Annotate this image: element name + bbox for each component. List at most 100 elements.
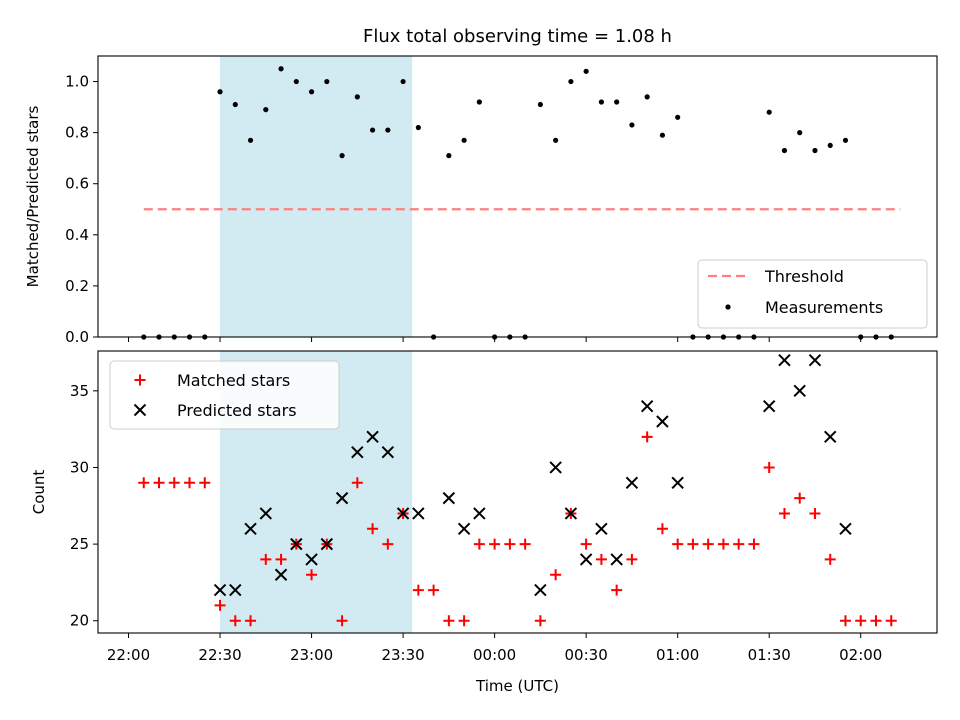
legend-box <box>697 259 928 329</box>
predicted-star-point <box>396 507 410 520</box>
measurement-point <box>446 153 452 159</box>
x-tick-label: 00:00 <box>473 646 516 664</box>
matched-star-point <box>382 538 394 550</box>
measurement-point <box>675 114 681 120</box>
matched-star-point <box>473 538 485 550</box>
matched-star-point <box>763 461 775 473</box>
measurement-point <box>339 153 345 159</box>
measurement-point <box>369 127 376 133</box>
matched-star-point <box>504 538 516 550</box>
predicted-star-point <box>335 491 349 505</box>
predicted-star-point <box>595 522 608 535</box>
legend-label: Threshold <box>764 267 844 286</box>
plot-marks <box>141 66 901 340</box>
measurement-point <box>827 142 833 149</box>
matched-star-point <box>870 615 882 627</box>
matched-star-point <box>748 538 760 550</box>
matched-star-point <box>702 538 714 550</box>
x-tick-label: 01:00 <box>656 646 699 664</box>
matched-star-point <box>412 584 424 596</box>
measurement-point <box>415 124 421 131</box>
measurement-point <box>263 107 269 113</box>
x-tick-label: 00:30 <box>565 646 608 664</box>
measurement-point <box>217 89 223 95</box>
measurement-point <box>659 132 666 138</box>
measurement-point <box>766 109 772 115</box>
predicted-star-point <box>549 461 562 474</box>
measurement-point <box>385 127 391 133</box>
predicted-star-point <box>229 583 242 597</box>
matched-star-point <box>794 492 806 504</box>
matched-star-point <box>656 523 668 535</box>
predicted-star-point <box>366 430 379 444</box>
predicted-star-point <box>259 507 273 520</box>
predicted-star-point <box>564 507 578 520</box>
measurement-point <box>278 66 284 72</box>
y-tick-label: 35 <box>70 382 89 400</box>
matched-star-point <box>458 615 470 627</box>
legend-label: Measurements <box>765 298 883 317</box>
axis-ticks: 20 25 30 35 22:00 22:30 23:00 23:30 00:00 00:30 01… <box>70 382 882 664</box>
matched-star-point <box>229 615 241 627</box>
matched-star-point <box>580 538 592 550</box>
measurement-point <box>583 68 589 74</box>
y-tick-label: 0.2 <box>65 277 89 295</box>
measurement-point <box>247 137 254 143</box>
y-tick-label: 0.4 <box>65 226 89 244</box>
matched-star-point <box>534 615 546 627</box>
y-axis-label: Matched/Predicted stars <box>24 106 42 288</box>
y-tick-label: 1.0 <box>65 73 89 91</box>
legend-label: Matched stars <box>177 371 290 390</box>
matched-star-point <box>809 507 821 519</box>
matched-star-point <box>839 615 851 627</box>
matched-star-point <box>687 538 699 550</box>
measurement-point <box>293 78 299 85</box>
predicted-star-point <box>610 553 623 566</box>
measurement-point <box>461 137 467 143</box>
matched-star-point <box>245 615 257 627</box>
predicted-star-point <box>534 583 547 597</box>
predicted-star-point <box>625 476 639 490</box>
matched-star-point <box>641 431 653 443</box>
matched-star-point <box>778 507 790 519</box>
predicted-star-point <box>778 353 791 367</box>
axis-ticks: 0.0 0.2 0.4 0.6 0.8 1.0 <box>65 73 862 346</box>
predicted-star-point <box>640 399 654 413</box>
predicted-star-point <box>244 522 257 535</box>
matched-star-point <box>824 553 836 565</box>
highlight-span <box>220 56 413 337</box>
matched-star-point <box>367 523 379 535</box>
matched-star-point <box>275 553 287 565</box>
measurement-point <box>614 99 620 105</box>
measurement-point <box>308 89 315 95</box>
predicted-star-point <box>656 415 669 428</box>
measurement-point <box>842 137 849 143</box>
predicted-star-point <box>839 522 852 535</box>
y-tick-label: 25 <box>70 535 89 553</box>
matched-star-point <box>519 538 531 550</box>
matched-star-point <box>306 569 318 581</box>
matched-star-point <box>428 584 440 596</box>
matched-star-point <box>611 584 623 596</box>
matched-star-point <box>595 553 607 565</box>
predicted-star-point <box>671 476 684 490</box>
y-tick-label: 20 <box>70 612 89 630</box>
matched-star-point <box>550 569 562 581</box>
measurement-point <box>797 130 803 136</box>
y-tick-label: 0.0 <box>65 328 89 346</box>
predicted-star-point <box>412 507 425 520</box>
predicted-star-point <box>351 445 364 459</box>
predicted-star-point <box>305 553 318 566</box>
measurement-point <box>476 99 482 105</box>
matched-star-point <box>351 477 363 489</box>
matched-star-point <box>336 615 348 627</box>
predicted-star-point <box>442 491 456 505</box>
matched-star-point <box>184 477 196 489</box>
legend-box <box>109 360 340 430</box>
matched-star-point <box>199 477 211 489</box>
predicted-star-point <box>320 537 334 551</box>
matched-star-point <box>626 553 638 565</box>
matched-star-point <box>138 477 150 489</box>
x-tick-label: 22:00 <box>107 646 150 664</box>
